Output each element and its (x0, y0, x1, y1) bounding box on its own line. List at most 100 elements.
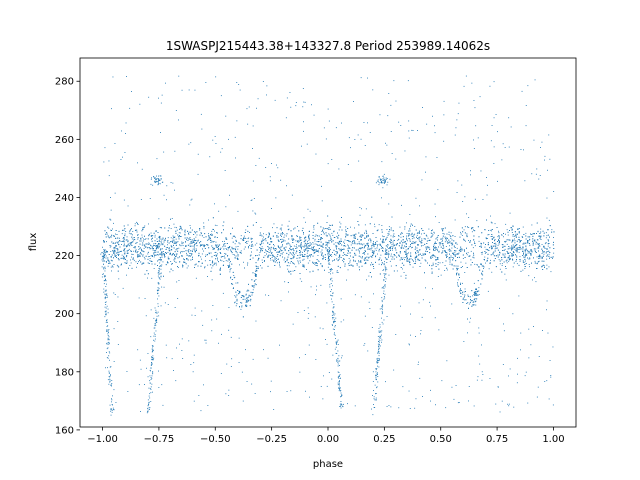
data-point (167, 230, 169, 232)
data-point (114, 252, 116, 254)
data-point (269, 249, 271, 251)
data-point (366, 236, 368, 238)
data-point (408, 233, 410, 235)
data-point (412, 266, 414, 268)
data-point (245, 294, 247, 296)
data-point (243, 248, 245, 250)
data-point (383, 263, 385, 265)
data-point (379, 244, 381, 246)
data-point (262, 248, 264, 250)
data-point (250, 300, 252, 302)
data-point (501, 259, 503, 261)
data-point (470, 299, 471, 300)
data-point (122, 229, 124, 231)
data-point (330, 237, 332, 239)
data-point (190, 259, 192, 261)
data-point (441, 241, 443, 242)
data-point (453, 265, 455, 267)
data-point (270, 251, 272, 253)
data-point (185, 245, 187, 246)
data-point (313, 250, 314, 252)
data-point (450, 236, 452, 238)
data-point (203, 244, 205, 246)
data-point (434, 255, 436, 257)
data-point (402, 259, 403, 260)
data-point (475, 293, 477, 295)
data-point (175, 261, 177, 263)
data-point (174, 241, 176, 243)
data-point (306, 269, 307, 270)
data-point (157, 232, 159, 233)
data-point (232, 235, 234, 237)
data-point (224, 245, 226, 247)
data-point (453, 245, 455, 247)
data-point (396, 252, 398, 254)
data-point (419, 259, 421, 261)
data-point (447, 249, 449, 251)
data-point (161, 248, 163, 250)
data-point (345, 245, 347, 247)
data-point (220, 253, 222, 254)
data-point (244, 246, 246, 248)
data-point (354, 243, 356, 245)
data-point (516, 255, 518, 257)
data-point (139, 247, 141, 249)
data-point (197, 240, 199, 242)
data-point (255, 265, 257, 267)
data-point (454, 252, 456, 254)
data-point (492, 245, 494, 247)
data-point (218, 247, 219, 249)
data-point (483, 266, 485, 268)
data-point (402, 239, 404, 241)
data-point (491, 234, 493, 235)
data-point (106, 261, 107, 263)
data-point (404, 251, 405, 252)
data-point (221, 232, 223, 234)
data-point (477, 291, 478, 293)
data-point (517, 249, 518, 251)
data-point (268, 232, 270, 234)
data-point (286, 265, 288, 267)
data-point (336, 270, 338, 272)
data-point (176, 255, 177, 257)
data-point (298, 245, 300, 247)
data-point (384, 267, 386, 269)
data-point (345, 231, 347, 232)
data-point (353, 237, 355, 239)
data-point (255, 276, 257, 277)
data-point (353, 240, 355, 242)
data-point (235, 282, 237, 284)
data-point (242, 239, 244, 241)
data-point (505, 260, 507, 262)
data-point (411, 242, 413, 244)
data-point (146, 270, 148, 272)
data-point (264, 252, 266, 253)
data-point (274, 256, 275, 258)
data-point (295, 248, 297, 249)
data-point (532, 240, 533, 242)
data-point (352, 265, 354, 267)
data-point (476, 294, 478, 296)
data-point (405, 246, 407, 248)
data-point (350, 235, 352, 237)
data-point (275, 248, 276, 249)
data-point (472, 301, 474, 303)
data-point (454, 254, 456, 256)
data-point (227, 255, 228, 257)
data-point (165, 247, 167, 249)
data-point (390, 240, 392, 241)
data-point (493, 260, 495, 262)
data-point (445, 246, 447, 247)
data-point (439, 244, 441, 246)
data-point (405, 252, 407, 254)
data-point (118, 244, 120, 246)
data-point (200, 241, 202, 243)
data-point (355, 254, 357, 256)
data-point (463, 299, 465, 301)
data-point (290, 246, 292, 247)
data-point (178, 247, 180, 249)
data-point (467, 295, 469, 297)
data-point (186, 237, 188, 239)
data-point (456, 247, 458, 249)
data-point (173, 236, 175, 238)
